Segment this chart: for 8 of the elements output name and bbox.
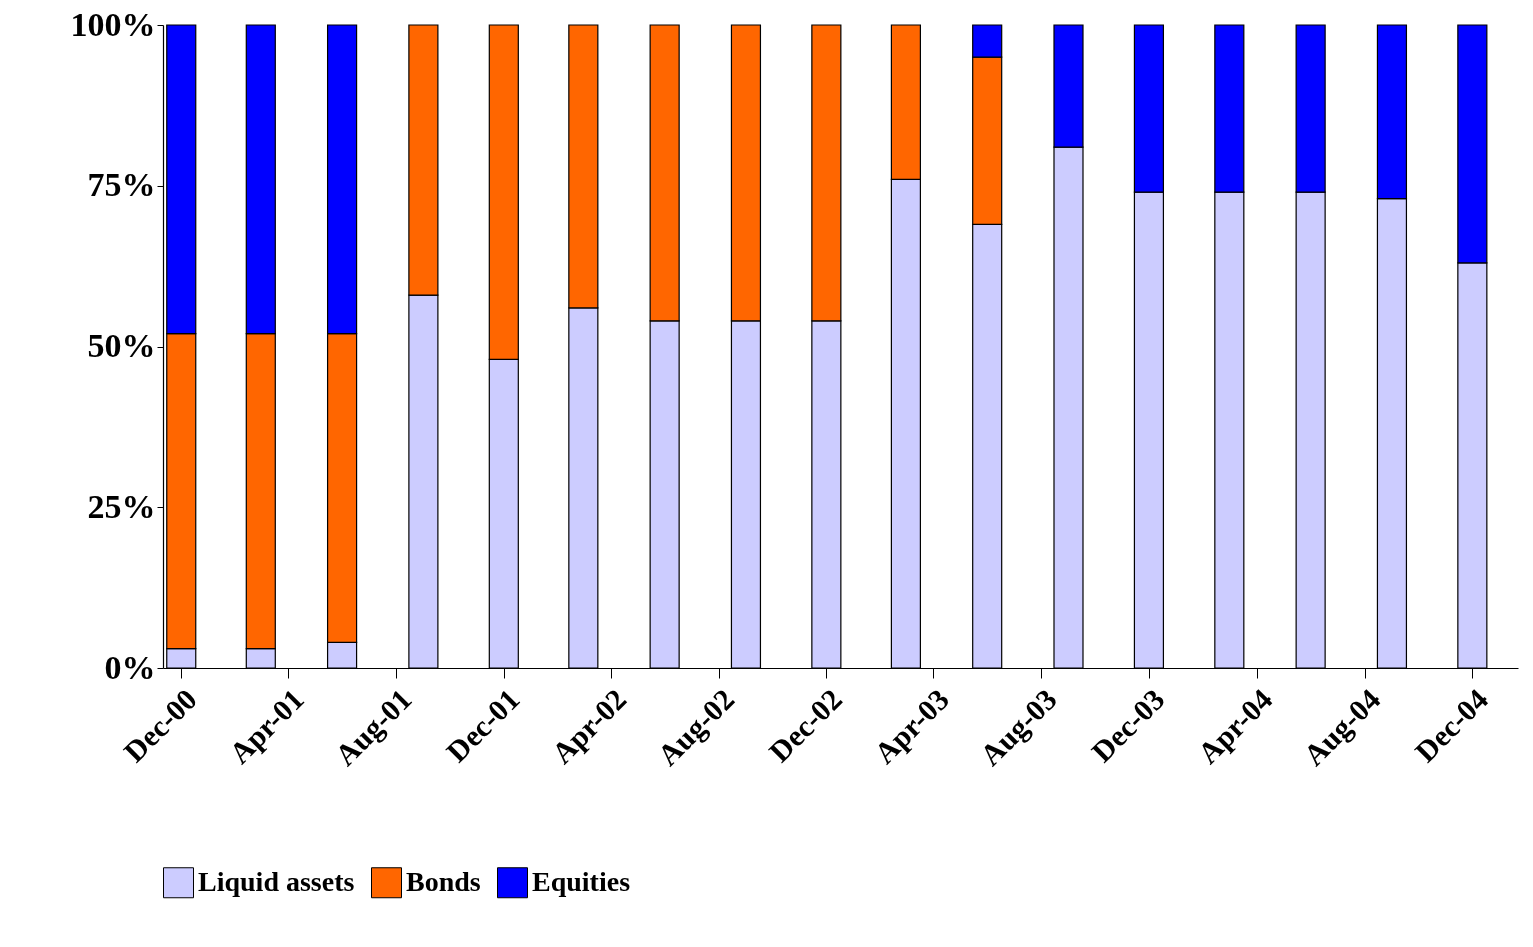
legend-label: Equities [532,865,631,897]
y-tick-label: 50% [87,327,156,364]
y-tick-label: 25% [87,487,156,525]
y-tick-label: 100% [70,5,156,43]
legend-label: Bonds [406,865,481,897]
y-tick-label: 0% [104,648,156,686]
legend-label: Liquid assets [198,865,355,897]
y-tick-label: 75% [87,166,156,204]
